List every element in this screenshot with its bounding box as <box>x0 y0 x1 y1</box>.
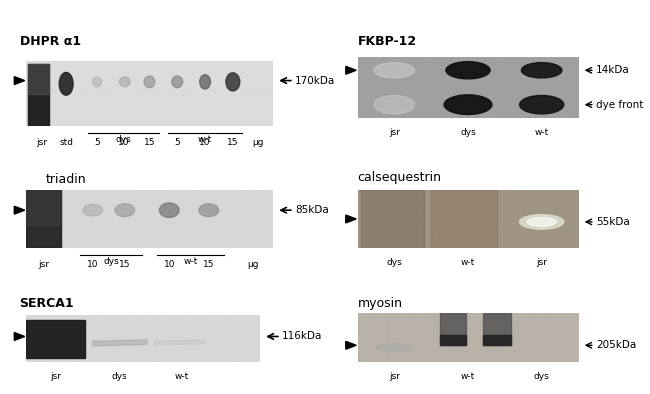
Text: jsr: jsr <box>38 260 49 269</box>
Text: FKBP-12: FKBP-12 <box>358 35 417 48</box>
Bar <box>26 320 84 358</box>
Text: μg: μg <box>252 138 263 147</box>
Bar <box>440 335 466 345</box>
Ellipse shape <box>159 203 179 217</box>
Text: 85kDa: 85kDa <box>295 205 329 215</box>
Ellipse shape <box>527 217 556 226</box>
Text: 14kDa: 14kDa <box>596 65 630 75</box>
Text: dys: dys <box>387 258 402 267</box>
Text: myosin: myosin <box>358 297 402 310</box>
Text: w-t: w-t <box>183 257 198 266</box>
Ellipse shape <box>83 204 103 216</box>
Ellipse shape <box>120 77 130 87</box>
Polygon shape <box>346 66 356 74</box>
Text: w-t: w-t <box>175 372 189 381</box>
Text: dys: dys <box>112 372 127 381</box>
Text: 116kDa: 116kDa <box>282 331 322 342</box>
Ellipse shape <box>376 344 413 351</box>
Bar <box>431 190 497 248</box>
Text: w-t: w-t <box>198 135 212 144</box>
Bar <box>26 190 60 248</box>
Ellipse shape <box>519 95 564 114</box>
Text: 15: 15 <box>144 138 155 147</box>
Text: 5: 5 <box>174 138 180 147</box>
Text: jsr: jsr <box>36 138 47 147</box>
Text: dys: dys <box>534 372 549 381</box>
Text: 15: 15 <box>119 260 131 269</box>
Polygon shape <box>27 64 49 94</box>
Text: DHPR α1: DHPR α1 <box>20 35 81 48</box>
Text: dys: dys <box>116 135 131 144</box>
Text: 10: 10 <box>118 138 129 147</box>
Bar <box>361 190 424 248</box>
Ellipse shape <box>226 73 240 91</box>
Text: jsr: jsr <box>389 128 400 137</box>
Text: jsr: jsr <box>389 372 400 381</box>
Bar <box>483 313 511 345</box>
Text: 10: 10 <box>200 138 211 147</box>
Ellipse shape <box>521 63 562 78</box>
Ellipse shape <box>519 215 564 229</box>
Polygon shape <box>26 190 60 225</box>
Text: w-t: w-t <box>461 372 475 381</box>
Text: dys: dys <box>460 128 476 137</box>
Text: jsr: jsr <box>536 258 547 267</box>
Polygon shape <box>92 340 147 346</box>
Text: SERCA1: SERCA1 <box>20 297 74 310</box>
Ellipse shape <box>59 72 73 95</box>
Ellipse shape <box>172 76 183 88</box>
Polygon shape <box>14 206 25 214</box>
Ellipse shape <box>444 95 492 115</box>
Polygon shape <box>346 215 356 223</box>
Text: μg: μg <box>248 260 259 269</box>
Ellipse shape <box>199 204 218 217</box>
Text: triadin: triadin <box>46 173 86 186</box>
Ellipse shape <box>200 75 211 89</box>
Text: 15: 15 <box>227 138 239 147</box>
Text: 10: 10 <box>87 260 98 269</box>
Polygon shape <box>14 333 25 340</box>
Text: w-t: w-t <box>534 128 549 137</box>
Text: dye front: dye front <box>596 100 644 110</box>
Text: dys: dys <box>103 257 119 266</box>
Text: jsr: jsr <box>50 372 60 381</box>
Text: 5: 5 <box>94 138 100 147</box>
Text: 55kDa: 55kDa <box>596 217 630 227</box>
Ellipse shape <box>374 63 415 78</box>
Text: 170kDa: 170kDa <box>295 76 335 85</box>
Ellipse shape <box>92 77 101 87</box>
Ellipse shape <box>115 204 135 217</box>
Ellipse shape <box>374 95 415 114</box>
Polygon shape <box>14 77 25 85</box>
Text: std: std <box>59 138 73 147</box>
Bar <box>440 313 466 345</box>
Bar <box>483 335 511 345</box>
Text: 205kDa: 205kDa <box>596 340 636 350</box>
Bar <box>27 64 49 126</box>
Text: calsequestrin: calsequestrin <box>358 171 441 184</box>
Text: 10: 10 <box>164 260 175 269</box>
Polygon shape <box>346 341 356 349</box>
Ellipse shape <box>144 76 155 88</box>
Ellipse shape <box>446 61 490 79</box>
Text: w-t: w-t <box>461 258 475 267</box>
Polygon shape <box>155 340 205 345</box>
Text: 15: 15 <box>203 260 215 269</box>
